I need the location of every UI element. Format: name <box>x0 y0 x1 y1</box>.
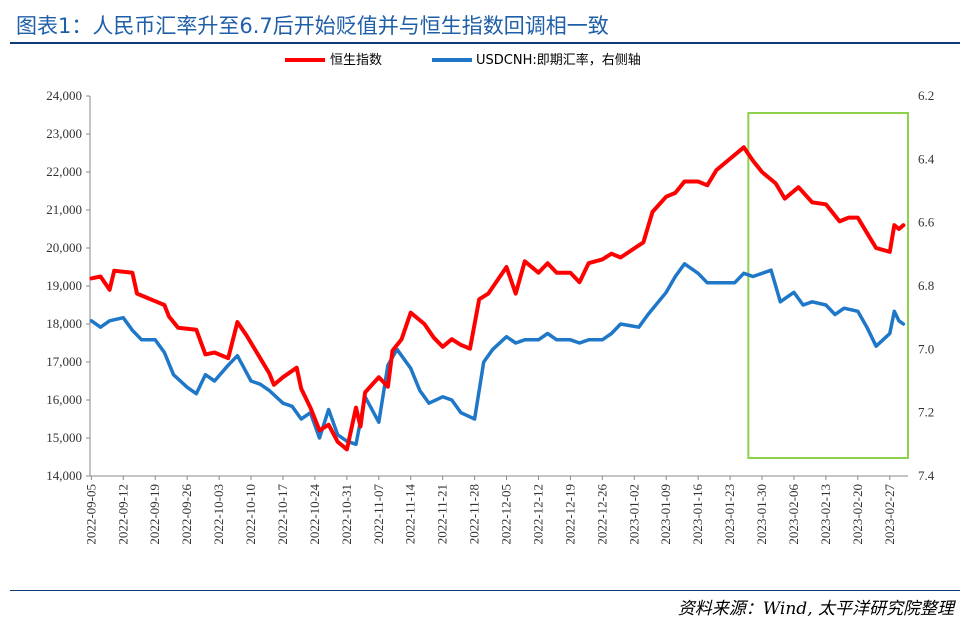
x-tick-label: 2022-10-03 <box>211 484 226 545</box>
x-tick-label: 2023-02-20 <box>850 484 865 545</box>
x-tick-label: 2023-01-23 <box>722 484 737 545</box>
legend-label-usdcnh: USDCNH:即期汇率，右侧轴 <box>476 52 641 68</box>
x-tick-label: 2022-10-10 <box>243 484 258 545</box>
y-left-tick-label: 14,000 <box>46 468 82 483</box>
y-left-tick-label: 21,000 <box>46 202 82 217</box>
chart-title: 图表1：人民币汇率升至6.7后开始贬值并与恒生指数回调相一致 <box>16 14 609 38</box>
x-tick-label: 2022-10-17 <box>275 484 290 545</box>
source-note: 资料来源：Wind, 太平洋研究院整理 <box>677 599 954 619</box>
y-right-tick-label: 6.2 <box>918 88 934 103</box>
x-tick-label: 2022-12-05 <box>499 484 514 545</box>
x-tick-label: 2022-12-19 <box>562 484 577 545</box>
legend: 恒生指数 USDCNH:即期汇率，右侧轴 <box>285 52 641 68</box>
y-right-tick-label: 7.2 <box>918 405 934 420</box>
y-left-tick-label: 17,000 <box>46 354 82 369</box>
footer-rule <box>10 590 960 591</box>
x-tick-label: 2022-11-07 <box>371 484 386 545</box>
x-tick-label: 2023-01-16 <box>690 484 705 545</box>
x-tick-label: 2022-12-26 <box>594 484 609 545</box>
y-left-tick-label: 15,000 <box>46 430 82 445</box>
x-tick-label: 2023-02-06 <box>786 484 801 545</box>
series-line-usdcnh <box>89 262 906 447</box>
x-tick-label: 2022-09-19 <box>147 484 162 545</box>
x-tick-label: 2023-01-09 <box>658 484 673 545</box>
x-tick-label: 2022-09-26 <box>179 484 194 545</box>
y-left-tick-label: 22,000 <box>46 164 82 179</box>
x-tick-label: 2022-11-14 <box>403 484 418 545</box>
title-bar: 图表1：人民币汇率升至6.7后开始贬值并与恒生指数回调相一致 <box>10 4 960 44</box>
x-tick-label: 2022-10-24 <box>307 484 322 545</box>
x-tick-label: 2022-12-12 <box>530 484 545 545</box>
series-line-hsi <box>89 145 906 452</box>
y-left-tick-label: 19,000 <box>46 278 82 293</box>
y-right-tick-label: 6.4 <box>918 151 935 166</box>
highlight-rect <box>747 112 909 459</box>
series-lines <box>89 145 906 452</box>
axes: 14,000 15,000 16,000 17,000 18,000 19,000 20,0… <box>46 88 935 545</box>
legend-label-hsi: 恒生指数 <box>330 53 382 68</box>
x-tick-label: 2022-09-05 <box>83 484 98 545</box>
y-left-tick-label: 24,000 <box>46 88 82 103</box>
x-tick-label: 2022-09-12 <box>115 484 130 545</box>
y-right-tick-label: 7.4 <box>918 468 935 483</box>
x-tick-label: 2023-01-02 <box>626 484 641 545</box>
x-tick-label: 2023-01-30 <box>754 484 769 545</box>
y-right-tick-label: 6.6 <box>918 215 935 230</box>
y-right-tick-label: 6.8 <box>918 278 934 293</box>
x-tick-label: 2023-02-27 <box>882 484 897 545</box>
x-tick-label: 2022-11-28 <box>467 484 482 544</box>
y-left-tick-label: 18,000 <box>46 316 82 331</box>
highlight-box <box>747 112 909 459</box>
y-right-tick-label: 7.0 <box>918 341 934 356</box>
x-tick-label: 2022-11-21 <box>435 484 450 544</box>
y-left-tick-label: 23,000 <box>46 126 82 141</box>
y-left-tick-label: 16,000 <box>46 392 82 407</box>
x-tick-label: 2022-10-31 <box>339 484 354 545</box>
y-left-tick-label: 20,000 <box>46 240 82 255</box>
x-tick-label: 2023-02-13 <box>818 484 833 545</box>
